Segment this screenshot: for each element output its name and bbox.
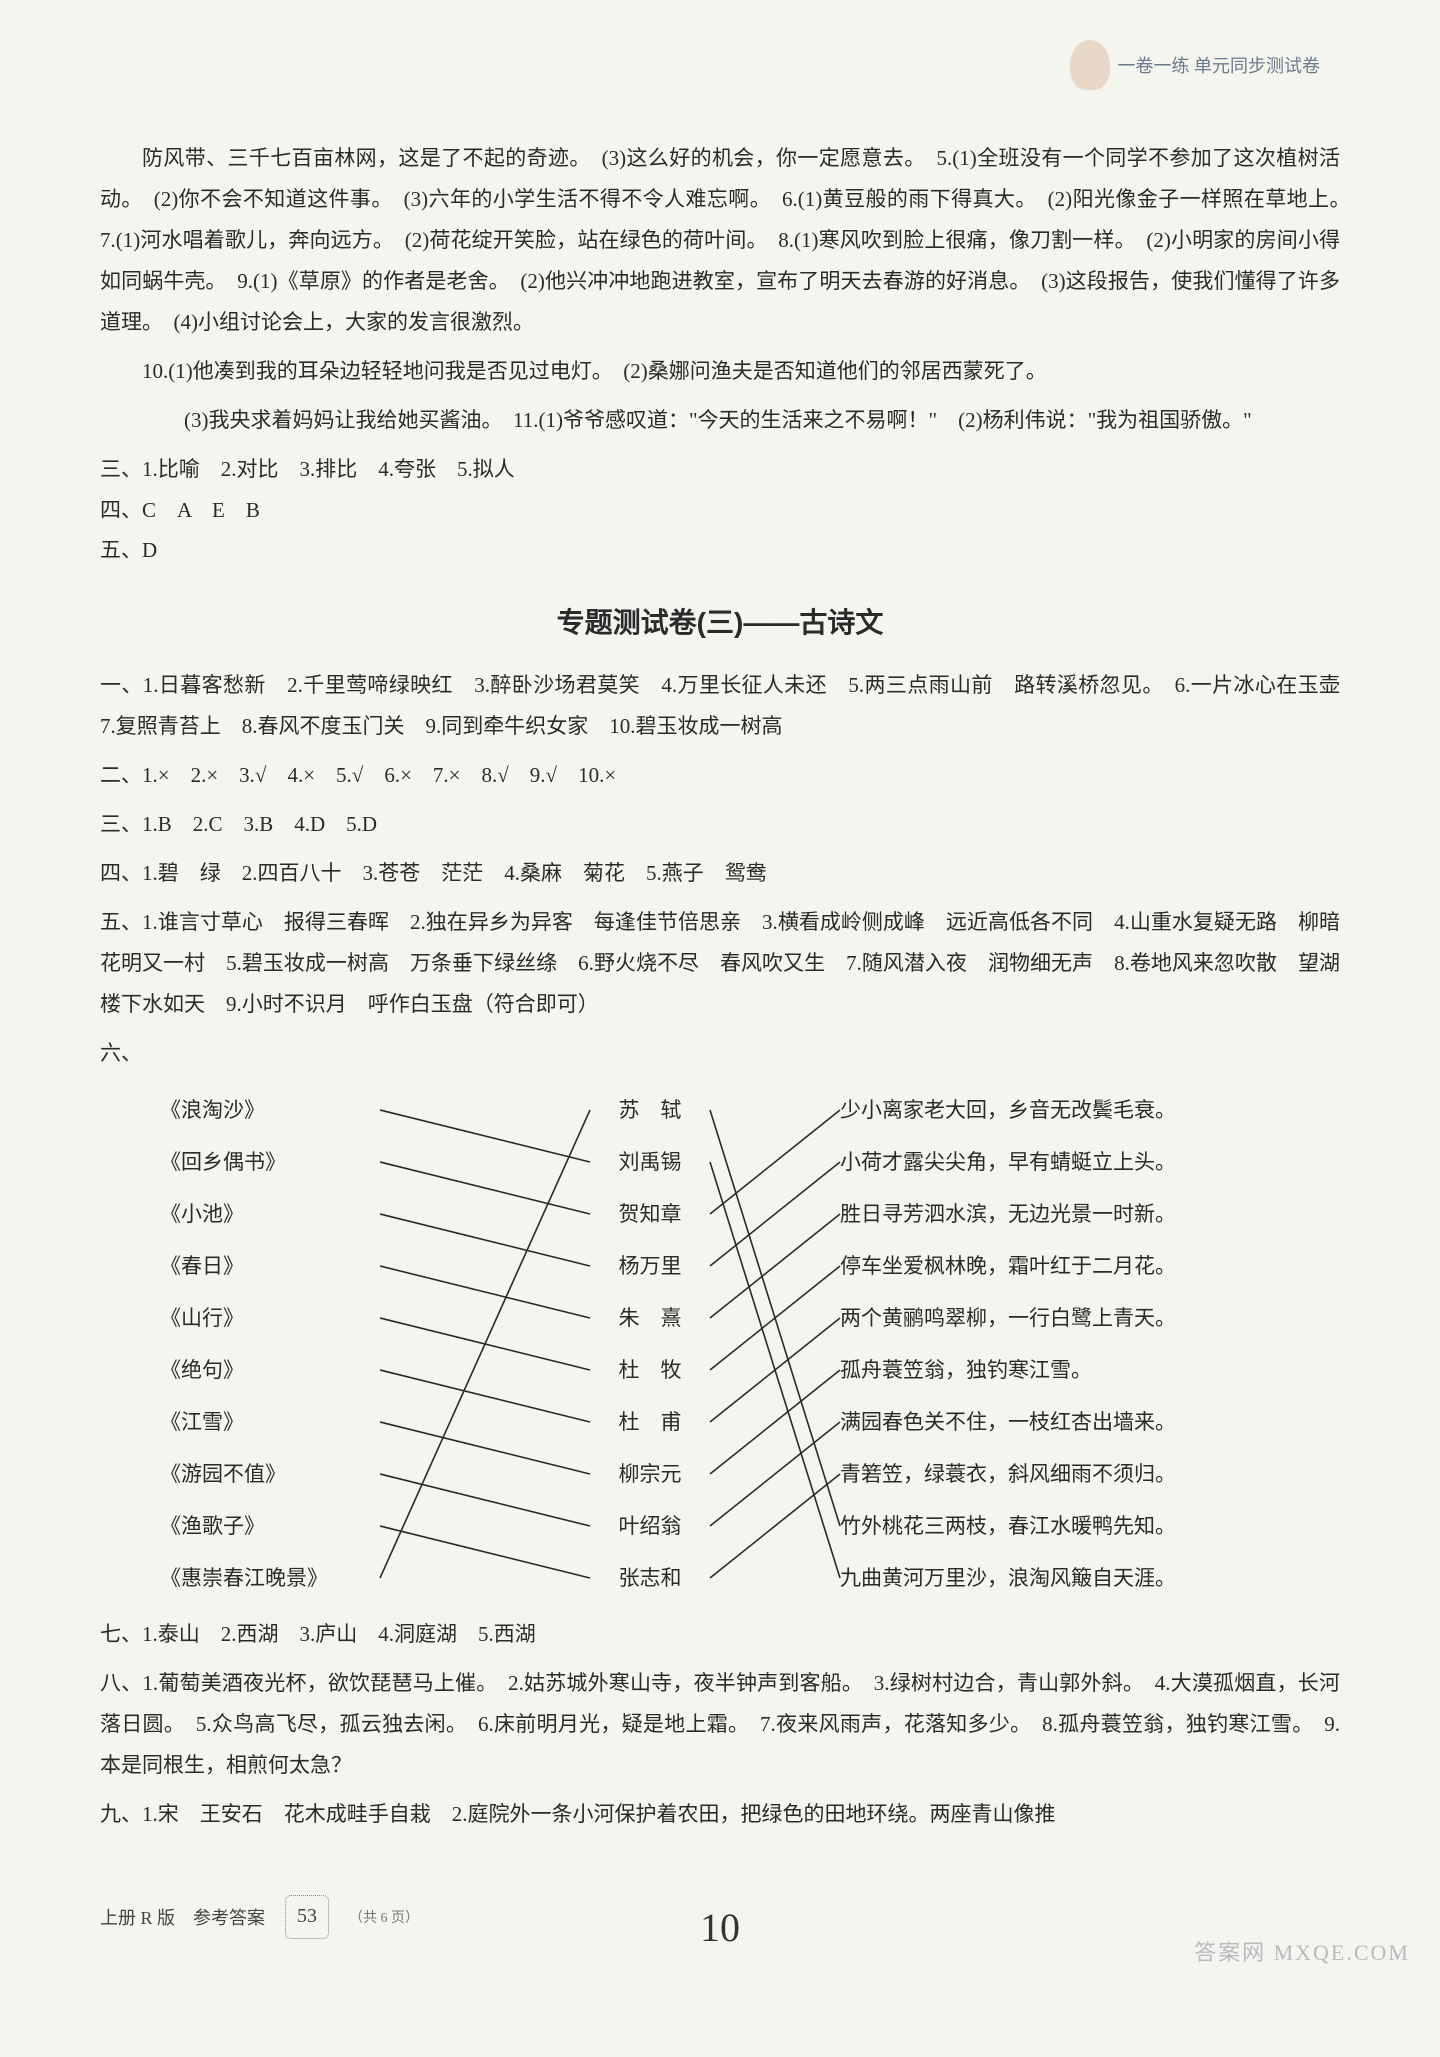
page-root: 一卷一练 单元同步测试卷 防风带、三千七百亩林网，这是了不起的奇迹。 (3)这么…	[0, 0, 1440, 1979]
match-left-item: 《山行》	[160, 1292, 380, 1344]
match-mid-item: 柳宗元	[590, 1448, 710, 1500]
label-si: 四、	[100, 498, 142, 522]
q2: 二、1.× 2.× 3.√ 4.× 5.√ 6.× 7.× 8.√ 9.√ 10…	[100, 755, 1340, 796]
match-left-item: 《春日》	[160, 1240, 380, 1292]
match-right-item: 孤舟蓑笠翁，独钓寒江雪。	[840, 1344, 1360, 1396]
section-san: 三、1.比喻 2.对比 3.排比 4.夸张 5.拟人	[100, 449, 1340, 490]
match-mid-item: 叶绍翁	[590, 1500, 710, 1552]
header-brand-text: 一卷一练 单元同步测试卷	[1118, 52, 1321, 78]
match-left-item: 《浪淘沙》	[160, 1084, 380, 1136]
q3-label: 三、	[100, 812, 142, 836]
q6-label-row: 六、	[100, 1033, 1340, 1074]
match-right-item: 竹外桃花三两枝，春江水暖鸭先知。	[840, 1500, 1360, 1552]
q4-label: 四、	[100, 861, 142, 885]
handwritten-number: 10	[700, 1904, 740, 1951]
match-mid-item: 贺知章	[590, 1188, 710, 1240]
match-col-mid: 苏 轼刘禹锡贺知章杨万里朱 熹杜 牧杜 甫柳宗元叶绍翁张志和	[590, 1084, 710, 1604]
match-left-item: 《游园不值》	[160, 1448, 380, 1500]
match-left-item: 《小池》	[160, 1188, 380, 1240]
match-right-item: 两个黄鹂鸣翠柳，一行白鹭上青天。	[840, 1292, 1360, 1344]
header-decoration: 一卷一练 单元同步测试卷	[1070, 40, 1321, 90]
section-wu: 五、D	[100, 530, 1340, 571]
q7-label: 七、	[100, 1622, 142, 1646]
q8-label: 八、	[100, 1671, 142, 1695]
match-right-item: 少小离家老大回，乡音无改鬓毛衰。	[840, 1084, 1360, 1136]
q4-text: 1.碧 绿 2.四百八十 3.苍苍 茫茫 4.桑麻 菊花 5.燕子 鸳鸯	[142, 861, 767, 885]
label-san: 三、	[100, 457, 142, 481]
watermark: 答案网 MXQE.COM	[1194, 1935, 1410, 1967]
top-paragraph-1: 防风带、三千七百亩林网，这是了不起的奇迹。 (3)这么好的机会，你一定愿意去。 …	[100, 138, 1340, 343]
match-mid-item: 刘禹锡	[590, 1136, 710, 1188]
text-san: 1.比喻 2.对比 3.排比 4.夸张 5.拟人	[142, 457, 515, 481]
q9-label: 九、	[100, 1802, 142, 1826]
match-right-item: 青箬笠，绿蓑衣，斜风细雨不须归。	[840, 1448, 1360, 1500]
q9-text: 1.宋 王安石 花木成畦手自栽 2.庭院外一条小河保护着农田，把绿色的田地环绕。…	[142, 1802, 1056, 1826]
q5: 五、1.谁言寸草心 报得三春晖 2.独在异乡为异客 每逢佳节倍思亲 3.横看成岭…	[100, 902, 1340, 1025]
match-right-item: 停车坐爱枫林晚，霜叶红于二月花。	[840, 1240, 1360, 1292]
q4: 四、1.碧 绿 2.四百八十 3.苍苍 茫茫 4.桑麻 菊花 5.燕子 鸳鸯	[100, 853, 1340, 894]
q8-text: 1.葡萄美酒夜光杯，欲饮琵琶马上催。 2.姑苏城外寒山寺，夜半钟声到客船。 3.…	[100, 1671, 1340, 1777]
page-number-box: 53	[285, 1895, 329, 1939]
match-mid-item: 杨万里	[590, 1240, 710, 1292]
cartoon-icon	[1070, 40, 1110, 90]
label-wu: 五、	[100, 538, 142, 562]
q7-text: 1.泰山 2.西湖 3.庐山 4.洞庭湖 5.西湖	[142, 1622, 536, 1646]
q9: 九、1.宋 王安石 花木成畦手自栽 2.庭院外一条小河保护着农田，把绿色的田地环…	[100, 1794, 1340, 1835]
text-si: C A E B	[142, 498, 260, 522]
top-paragraph-3: (3)我央求着妈妈让我给她买酱油。 11.(1)爷爷感叹道："今天的生活来之不易…	[100, 400, 1340, 441]
top-paragraph-2: 10.(1)他凑到我的耳朵边轻轻地问我是否见过电灯。 (2)桑娜问渔夫是否知道他…	[100, 351, 1340, 392]
match-col-left: 《浪淘沙》《回乡偶书》《小池》《春日》《山行》《绝句》《江雪》《游园不值》《渔歌…	[160, 1084, 380, 1604]
page-number: 53	[297, 1905, 317, 1928]
match-mid-item: 张志和	[590, 1552, 710, 1604]
q7: 七、1.泰山 2.西湖 3.庐山 4.洞庭湖 5.西湖	[100, 1614, 1340, 1655]
match-col-right: 少小离家老大回，乡音无改鬓毛衰。小荷才露尖尖角，早有蜻蜓立上头。胜日寻芳泗水滨，…	[840, 1084, 1360, 1604]
q2-text: 1.× 2.× 3.√ 4.× 5.√ 6.× 7.× 8.√ 9.√ 10.×	[142, 763, 616, 787]
match-right-item: 九曲黄河万里沙，浪淘风簸自天涯。	[840, 1552, 1360, 1604]
q3: 三、1.B 2.C 3.B 4.D 5.D	[100, 804, 1340, 845]
q8: 八、1.葡萄美酒夜光杯，欲饮琵琶马上催。 2.姑苏城外寒山寺，夜半钟声到客船。 …	[100, 1663, 1340, 1786]
match-left-item: 《回乡偶书》	[160, 1136, 380, 1188]
q6-label: 六、	[100, 1041, 142, 1065]
section-title: 专题测试卷(三)——古诗文	[100, 601, 1340, 641]
text-wu: D	[142, 538, 157, 562]
q1: 一、1.日暮客愁新 2.千里莺啼绿映红 3.醉卧沙场君莫笑 4.万里长征人未还 …	[100, 665, 1340, 747]
footer-left: 上册 R 版 参考答案	[100, 1904, 265, 1930]
q5-text: 1.谁言寸草心 报得三春晖 2.独在异乡为异客 每逢佳节倍思亲 3.横看成岭侧成…	[100, 910, 1340, 1016]
matching-diagram: 《浪淘沙》《回乡偶书》《小池》《春日》《山行》《绝句》《江雪》《游园不值》《渔歌…	[160, 1084, 1360, 1604]
match-right-item: 满园春色关不住，一枝红杏出墙来。	[840, 1396, 1360, 1448]
q1-text: 1.日暮客愁新 2.千里莺啼绿映红 3.醉卧沙场君莫笑 4.万里长征人未还 5.…	[100, 673, 1361, 738]
section-si: 四、C A E B	[100, 490, 1340, 531]
match-left-item: 《惠崇春江晚景》	[160, 1552, 380, 1604]
match-left-item: 《江雪》	[160, 1396, 380, 1448]
match-right-item: 小荷才露尖尖角，早有蜻蜓立上头。	[840, 1136, 1360, 1188]
match-mid-item: 苏 轼	[590, 1084, 710, 1136]
match-mid-item: 杜 甫	[590, 1396, 710, 1448]
match-mid-item: 朱 熹	[590, 1292, 710, 1344]
q3-text: 1.B 2.C 3.B 4.D 5.D	[142, 812, 377, 836]
match-mid-item: 杜 牧	[590, 1344, 710, 1396]
match-right-item: 胜日寻芳泗水滨，无边光景一时新。	[840, 1188, 1360, 1240]
match-left-item: 《渔歌子》	[160, 1500, 380, 1552]
q2-label: 二、	[100, 763, 142, 787]
footer-sub: （共 6 页）	[349, 1907, 419, 1927]
match-left-item: 《绝句》	[160, 1344, 380, 1396]
q1-label: 一、	[100, 673, 143, 697]
q5-label: 五、	[100, 910, 142, 934]
